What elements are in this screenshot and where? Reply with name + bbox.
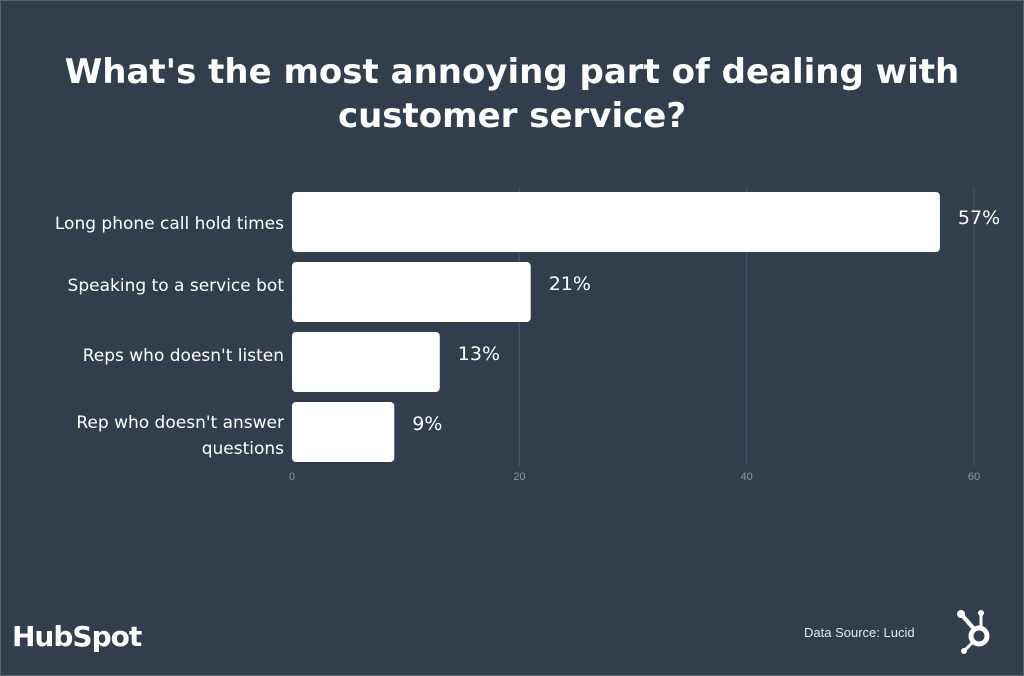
category-label: Speaking to a service bot bbox=[68, 276, 285, 296]
category-label: Reps who doesn't listen bbox=[83, 346, 284, 366]
data-source: Data Source: Lucid bbox=[804, 625, 915, 640]
bar bbox=[292, 332, 440, 392]
x-tick-label: 40 bbox=[741, 471, 753, 483]
category-label: Rep who doesn't answer questions bbox=[76, 413, 284, 459]
x-tick-label: 60 bbox=[968, 471, 980, 483]
hubspot-sprocket-icon bbox=[957, 610, 990, 654]
data-label: 13% bbox=[458, 343, 500, 365]
bar bbox=[292, 262, 531, 322]
x-tick-label: 20 bbox=[513, 471, 525, 483]
chart-title: What's the most annoying part of dealing… bbox=[64, 52, 960, 136]
data-label: 9% bbox=[412, 413, 442, 435]
data-label: 21% bbox=[549, 273, 591, 295]
x-tick-label: 0 bbox=[289, 471, 295, 483]
bar bbox=[292, 192, 940, 252]
data-label: 57% bbox=[958, 207, 1000, 229]
bar bbox=[292, 402, 395, 462]
hubspot-logo: HubSpot bbox=[12, 620, 142, 653]
category-label: Long phone call hold times bbox=[55, 214, 284, 234]
